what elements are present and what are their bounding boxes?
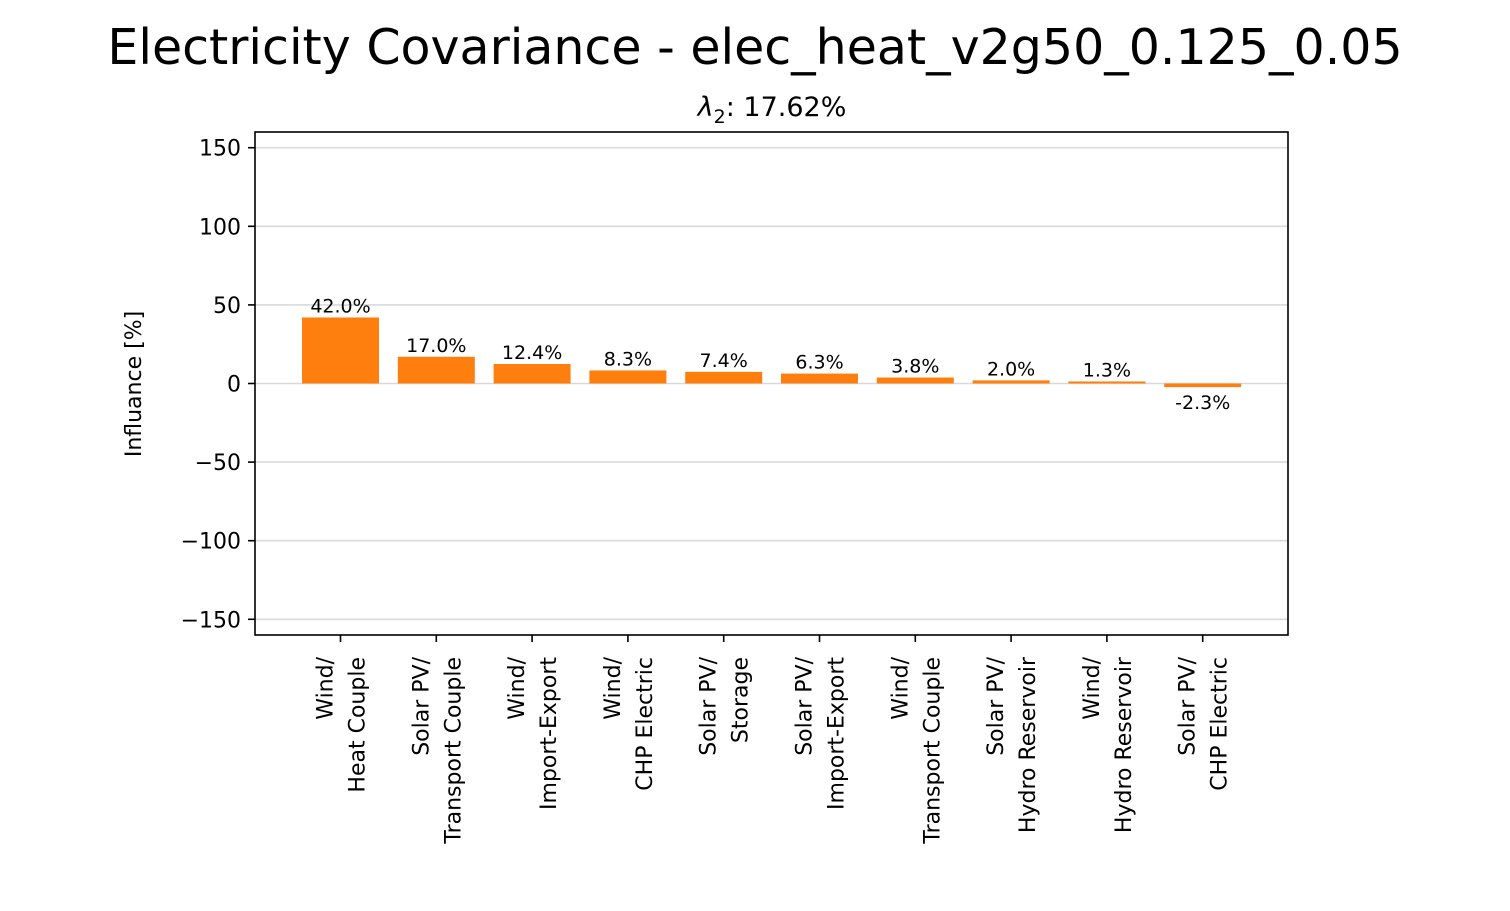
bar-value-label: 3.8% [891, 356, 939, 378]
x-tick-label: Wind/ [1080, 656, 1105, 719]
bar [302, 317, 379, 384]
bar-value-label: 17.0% [406, 335, 466, 357]
bar [972, 380, 1050, 384]
x-tick-label: Transport Couple [441, 657, 466, 845]
y-tick-label: −150 [181, 608, 241, 633]
x-tick-label: Solar PV/ [1176, 656, 1201, 755]
bar-value-label: 7.4% [700, 350, 748, 372]
x-tick-label: Solar PV/ [409, 656, 434, 755]
x-tick-label: Solar PV/ [984, 656, 1009, 755]
x-tick-label: Wind/ [601, 656, 626, 719]
bar-value-label: 42.0% [310, 295, 370, 317]
bar-value-label: 1.3% [1083, 359, 1131, 381]
bar [685, 371, 763, 384]
bar-value-label: 12.4% [502, 342, 562, 364]
x-tick-label: CHP Electric [1208, 657, 1233, 791]
y-axis-label: Influance [%] [122, 311, 147, 457]
bar-value-label: 8.3% [604, 348, 652, 370]
y-tick-label: 100 [199, 215, 241, 240]
y-axis-ticks: 150 100 50 0 −50 −100 −150 [181, 137, 255, 633]
bar [493, 364, 571, 384]
y-tick-label: −100 [181, 530, 241, 555]
x-tick-label: Wind/ [505, 656, 530, 719]
x-tick-label: Solar PV/ [793, 656, 818, 755]
y-tick-label: −50 [195, 451, 241, 476]
subtitle-subscript: 2 [714, 106, 726, 128]
bar [1164, 383, 1242, 388]
bar-value-label: 6.3% [795, 352, 843, 374]
x-tick-label: Import-Export [825, 657, 850, 810]
x-tick-label: Heat Couple [346, 657, 371, 793]
x-axis-ticks: Wind/Heat Couple Solar PV/Transport Coupl… [314, 635, 1233, 845]
x-tick-label: Solar PV/ [697, 656, 722, 755]
y-tick-label: 50 [213, 294, 241, 319]
x-tick-label: Wind/ [314, 656, 339, 719]
y-tick-label: 0 [227, 373, 241, 398]
bar [397, 356, 475, 384]
chart-subtitle: λ2: 17.62% [696, 92, 847, 128]
x-tick-label: Hydro Reservoir [1112, 656, 1137, 833]
bar [876, 377, 954, 384]
bar [1068, 381, 1146, 384]
y-tick-label: 150 [199, 137, 241, 162]
x-tick-label: Import-Export [537, 657, 562, 810]
subtitle-symbol: λ [696, 92, 714, 123]
bar-value-labels: 42.0% 17.0% 12.4% 8.3% 7.4% 6.3% 3.8% 2.0% 1.3% -… [310, 295, 1230, 414]
x-tick-label: Storage [729, 657, 754, 743]
subtitle-value: : 17.62% [726, 92, 847, 123]
bars [302, 317, 1242, 388]
x-tick-label: Wind/ [888, 656, 913, 719]
x-tick-label: CHP Electric [633, 657, 658, 791]
x-tick-label: Transport Couple [920, 657, 945, 845]
bar [781, 373, 858, 384]
bar-value-label: 2.0% [987, 358, 1035, 380]
x-tick-label: Hydro Reservoir [1016, 656, 1041, 833]
chart-title: Electricity Covariance - elec_heat_v2g50… [107, 19, 1402, 76]
bar-value-label: -2.3% [1175, 392, 1230, 414]
bar [589, 370, 667, 384]
